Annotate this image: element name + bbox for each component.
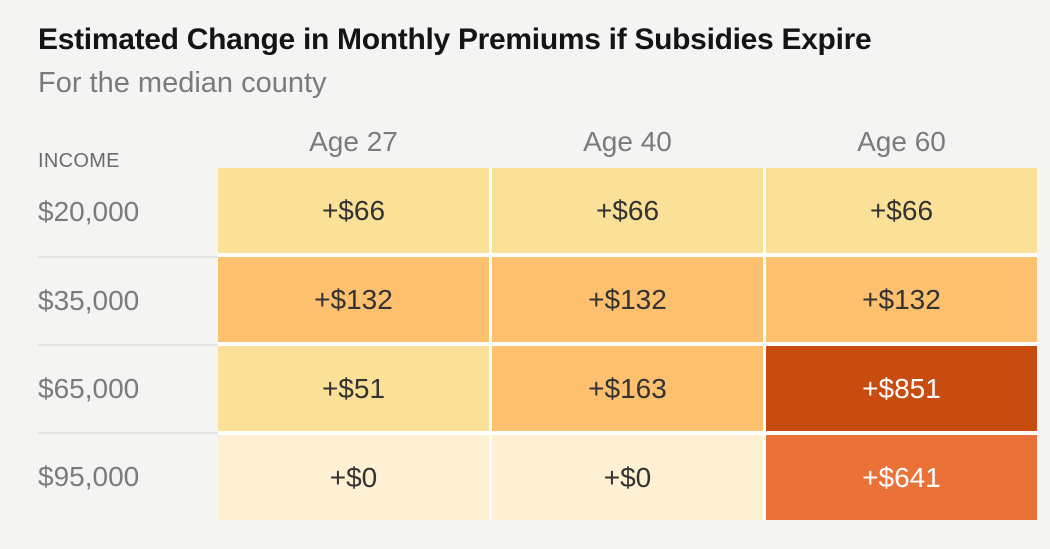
column-headers: Age 27 Age 40 Age 60 (218, 116, 1037, 168)
heatmap-cell: +$0 (492, 435, 763, 520)
row-label: $20,000 (38, 196, 140, 227)
row-label: $95,000 (38, 432, 218, 520)
column-header: Age 60 (857, 126, 946, 157)
premium-heatmap-table: INCOME Age 27 Age 40 Age 60 $20,000 $35,000… (38, 116, 1037, 520)
chart-title: Estimated Change in Monthly Premiums if … (38, 23, 872, 56)
chart-subtitle: For the median county (38, 67, 327, 99)
heatmap-cell: +$66 (492, 168, 763, 253)
table-body: $20,000 $35,000 $65,000 $95,000 +$66 +$66 +$6… (38, 168, 1037, 520)
heatmap-cell: +$163 (492, 346, 763, 431)
column-header: Age 27 (309, 126, 398, 157)
heatmap-cell: +$132 (766, 257, 1037, 342)
chart-container: Estimated Change in Monthly Premiums if … (38, 23, 1037, 520)
heatmap-cell: +$66 (218, 168, 489, 253)
heatmap-cell: +$132 (218, 257, 489, 342)
heatmap-cell: +$51 (218, 346, 489, 431)
row-label: $35,000 (38, 256, 218, 344)
heatmap-cell: +$66 (766, 168, 1037, 253)
table-header-row: INCOME Age 27 Age 40 Age 60 (38, 116, 1037, 172)
heatmap-cell: +$0 (218, 435, 489, 520)
heatmap-cell: +$851 (766, 346, 1037, 431)
income-column-label: INCOME (38, 150, 120, 172)
heatmap-cell: +$641 (766, 435, 1037, 520)
column-header: Age 40 (583, 126, 672, 157)
row-label: $65,000 (38, 344, 218, 432)
heatmap-cell: +$132 (492, 257, 763, 342)
heatmap-cell-grid: +$66 +$66 +$66 +$132 +$132 +$132 +$51 +$163 +$85… (218, 168, 1037, 520)
row-labels: $20,000 $35,000 $65,000 $95,000 (38, 168, 218, 520)
